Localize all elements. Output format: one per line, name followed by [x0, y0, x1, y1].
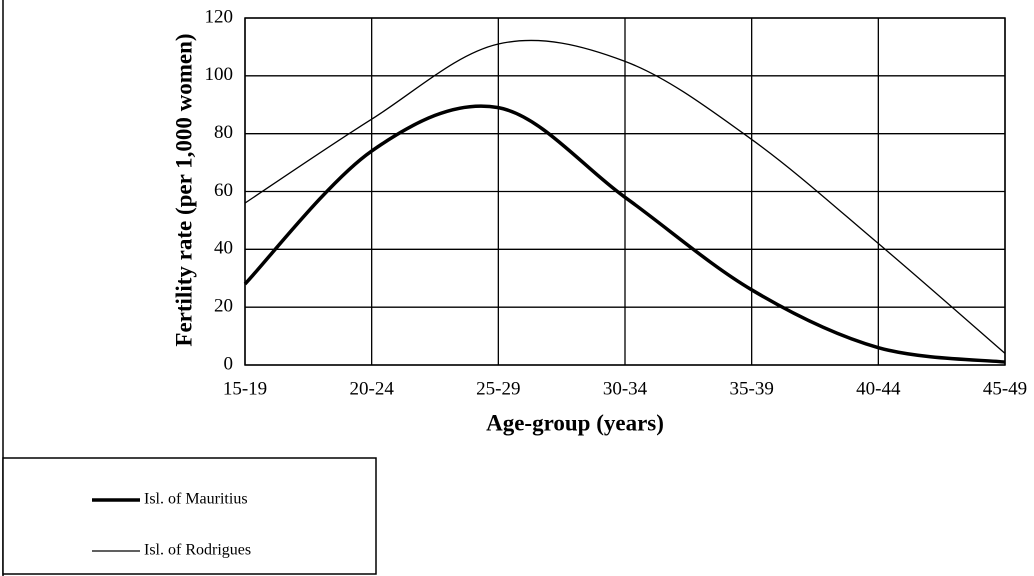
x-tick-label: 30-34 — [603, 378, 648, 399]
y-tick-label: 120 — [205, 6, 234, 27]
x-tick-label: 35-39 — [730, 378, 774, 399]
legend-label: Isl. of Rodrigues — [144, 542, 251, 559]
y-tick-label: 60 — [214, 180, 233, 201]
x-axis-title: Age-group (years) — [486, 410, 664, 435]
x-tick-label: 40-44 — [856, 378, 901, 399]
legend-box — [2, 457, 377, 575]
series-line — [244, 39, 1006, 354]
y-axis-title: Fertility rate (per 1,000 women) — [171, 33, 196, 346]
y-tick-label: 20 — [214, 296, 233, 317]
legend-label: Isl. of Mauritius — [144, 491, 248, 508]
series-line — [243, 104, 1006, 364]
x-tick-label: 25-29 — [476, 378, 520, 399]
x-tick-label: 45-49 — [983, 378, 1027, 399]
y-tick-label: 80 — [214, 122, 233, 143]
x-tick-label: 15-19 — [223, 378, 267, 399]
plot-border — [244, 17, 1006, 366]
x-tick-label: 20-24 — [350, 378, 395, 399]
y-tick-label: 0 — [224, 353, 234, 374]
y-tick-label: 40 — [214, 238, 233, 259]
y-tick-label: 100 — [205, 64, 234, 85]
